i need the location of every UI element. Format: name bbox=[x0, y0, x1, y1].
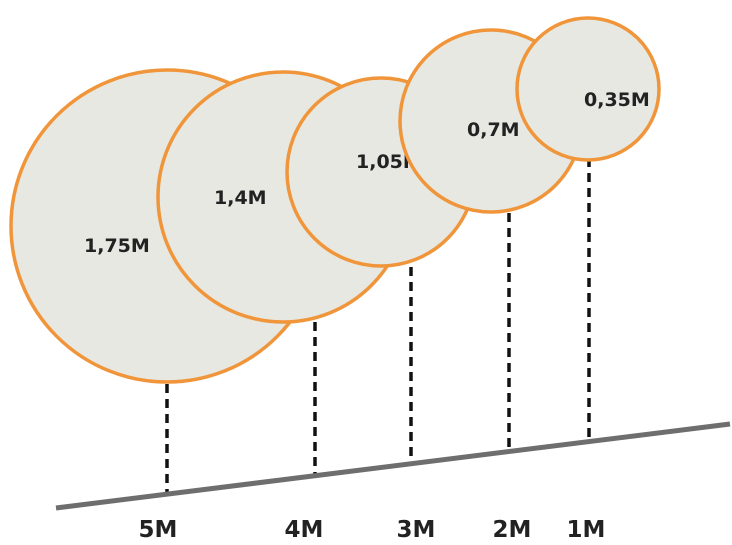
axis-label-3m: 3M bbox=[397, 517, 436, 540]
circle-label: 1,75M bbox=[84, 235, 150, 257]
circle-label: 0,7M bbox=[467, 119, 520, 141]
circles: 1,75M 1,4M 1,05M 0,7M 0,35M bbox=[9, 16, 661, 384]
axis-labels: 5M 4M 3M 2M 1M bbox=[139, 517, 606, 543]
axis-label-1m: 1M bbox=[567, 517, 606, 540]
axis-label-2m: 2M bbox=[493, 517, 532, 540]
circle-0-35m: 0,35M bbox=[515, 16, 661, 162]
axis-label-4m: 4M bbox=[285, 517, 324, 540]
axis-label-5m: 5M bbox=[139, 517, 178, 540]
circle-label: 1,4M bbox=[214, 187, 267, 209]
ground-line bbox=[55, 421, 731, 511]
drop-lines bbox=[165, 158, 591, 492]
circle-label: 0,35M bbox=[584, 89, 650, 111]
